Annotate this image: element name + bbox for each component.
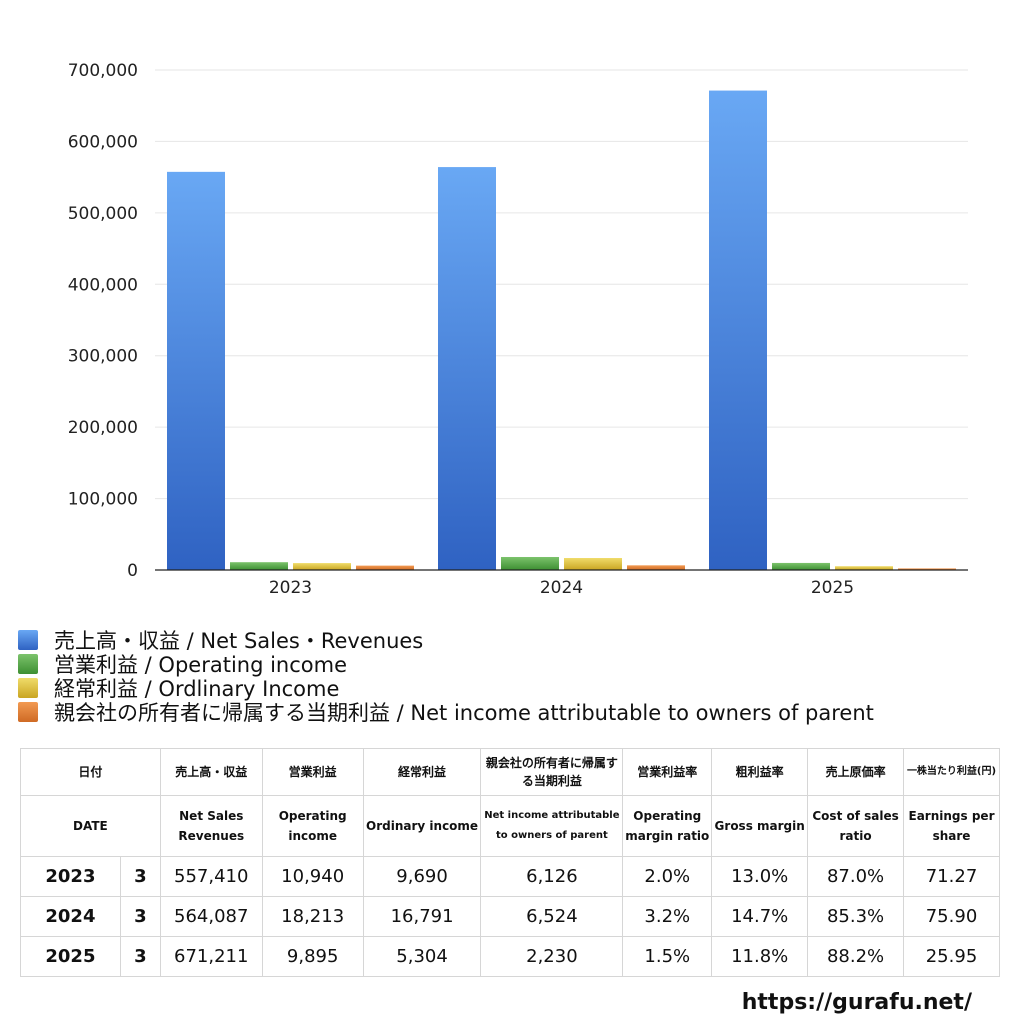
cell-month: 3 [119,856,161,897]
cell-month: 3 [119,896,161,937]
legend-item: 経常利益 / Ordlinary Income [18,676,874,701]
cell-year: 2023 [20,856,121,897]
cell-sales: 564,087 [159,896,263,937]
cell-opm: 3.2% [622,896,713,937]
cell-year: 2024 [20,896,121,937]
cell-sales: 671,211 [159,936,263,977]
cell-eps: 71.27 [903,856,1000,897]
cell-year: 2025 [20,936,121,977]
cell-ordinary: 9,690 [362,856,482,897]
header-opm-jp: 営業利益率 [622,748,713,796]
legend: 売上高・収益 / Net Sales・Revenues 営業利益 / Opera… [18,628,874,725]
cell-eps: 75.90 [903,896,1000,937]
header-row-en: DATE Net Sales Revenues Operating income… [20,795,1000,857]
cell-operating: 9,895 [261,936,364,977]
header-ordinary-jp: 経常利益 [362,748,482,796]
header-net-jp: 親会社の所有者に帰属する当期利益 [480,748,624,796]
legend-label: 売上高・収益 / Net Sales・Revenues [54,629,424,653]
y-tick-label: 200,000 [68,418,138,438]
cell-net: 2,230 [480,936,624,977]
site-url[interactable]: https://gurafu.net/ [741,990,972,1015]
bar [627,565,685,570]
y-axis-ticks: 0 100,000 200,000 300,000 400,000 500,000 600,… [68,61,138,581]
bar [772,562,830,570]
bar [501,556,559,570]
bar [356,565,414,570]
bar [438,167,496,570]
cell-operating: 18,213 [261,896,364,937]
cell-eps: 25.95 [903,936,1000,977]
table-row: 2025 3 671,211 9,895 5,304 2,230 1.5% 11… [20,936,1000,977]
cell-operating: 10,940 [261,856,364,897]
x-tick-label: 2025 [811,578,854,598]
bar [293,563,351,570]
bar [564,558,622,570]
cell-cos: 87.0% [807,856,905,897]
header-cos-jp: 売上原価率 [807,748,905,796]
y-tick-label: 100,000 [68,490,138,510]
legend-swatch-operating [18,654,38,674]
legend-item: 営業利益 / Operating income [18,652,874,677]
bar [230,562,288,570]
cell-cos: 88.2% [807,936,905,977]
x-axis-ticks: 2023 2024 2025 [269,578,854,598]
header-ordinary-en: Ordinary income [362,795,482,857]
header-cos-en: Cost of sales ratio [807,795,905,857]
header-operating-jp: 営業利益 [261,748,364,796]
y-tick-label: 500,000 [68,204,138,224]
header-sales-jp: 売上高・収益 [159,748,263,796]
header-eps-jp: 一株当たり利益(円) [903,748,1000,796]
bar [835,566,893,570]
cell-net: 6,524 [480,896,624,937]
header-eps-en: Earnings per share [903,795,1000,857]
y-tick-label: 600,000 [68,132,138,152]
cell-ordinary: 16,791 [362,896,482,937]
legend-label: 経常利益 / Ordlinary Income [54,677,340,701]
legend-swatch-ordinary [18,678,38,698]
legend-label: 親会社の所有者に帰属する当期利益 / Net income attributab… [54,701,874,725]
header-row-jp: 日付 売上高・収益 営業利益 経常利益 親会社の所有者に帰属する当期利益 営業利… [20,748,1000,796]
legend-swatch-net [18,702,38,722]
bars [167,90,956,570]
y-tick-label: 700,000 [68,61,138,81]
legend-swatch-sales [18,630,38,650]
y-tick-label: 300,000 [68,347,138,367]
cell-sales: 557,410 [159,856,263,897]
legend-item: 売上高・収益 / Net Sales・Revenues [18,628,874,653]
header-opm-en: Operating margin ratio [622,795,713,857]
header-net-en: Net income attributable to owners of par… [480,795,624,857]
y-tick-label: 400,000 [68,275,138,295]
cell-net: 6,126 [480,856,624,897]
header-gm-en: Gross margin [711,795,809,857]
bar [167,171,225,570]
cell-gm: 14.7% [711,896,809,937]
x-tick-label: 2023 [269,578,312,598]
header-sales-en: Net Sales Revenues [159,795,263,857]
y-tick-label: 0 [127,561,138,581]
cell-cos: 85.3% [807,896,905,937]
cell-opm: 1.5% [622,936,713,977]
bar-chart: 0 100,000 200,000 300,000 400,000 500,000 600,… [68,61,968,598]
legend-label: 営業利益 / Operating income [54,653,348,677]
header-date-jp: 日付 [20,748,161,796]
header-operating-en: Operating income [261,795,364,857]
cell-ordinary: 5,304 [362,936,482,977]
header-date-en: DATE [20,795,161,857]
table-row: 2024 3 564,087 18,213 16,791 6,524 3.2% … [20,896,1000,937]
x-tick-label: 2024 [540,578,583,598]
legend-item: 親会社の所有者に帰属する当期利益 / Net income attributab… [18,700,874,725]
cell-gm: 11.8% [711,936,809,977]
cell-month: 3 [119,936,161,977]
bar [709,90,767,570]
bar [898,568,956,570]
cell-gm: 13.0% [711,856,809,897]
header-gm-jp: 粗利益率 [711,748,809,796]
table-row: 2023 3 557,410 10,940 9,690 6,126 2.0% 1… [20,856,1000,897]
cell-opm: 2.0% [622,856,713,897]
financial-table: 日付 売上高・収益 営業利益 経常利益 親会社の所有者に帰属する当期利益 営業利… [20,748,1000,977]
gridlines [155,69,968,500]
